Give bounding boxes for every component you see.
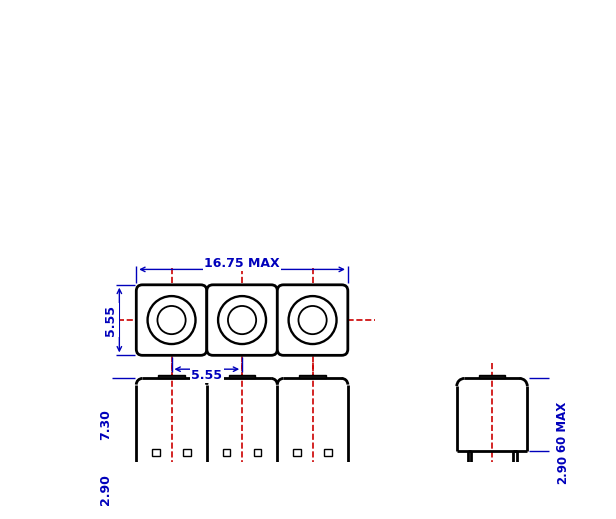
Bar [293,449,301,457]
Bar [293,471,296,508]
Bar [299,375,326,378]
Text: 7.30: 7.30 [99,409,112,440]
Bar [188,471,191,508]
Bar [158,375,185,378]
Bar [254,449,261,457]
Circle shape [299,306,326,334]
Text: 5.55: 5.55 [104,305,118,336]
Circle shape [289,296,336,344]
Bar [479,375,505,378]
Text: 5.55: 5.55 [192,369,222,382]
Text: 2.90: 2.90 [99,474,112,505]
Bar [223,471,226,508]
Text: 2.90: 2.90 [556,455,569,484]
Bar [324,449,332,457]
Bar [183,449,191,457]
Circle shape [148,296,195,344]
Bar [329,471,332,508]
Bar [152,449,160,457]
Circle shape [218,296,266,344]
Bar [258,471,261,508]
FancyBboxPatch shape [136,285,207,356]
FancyBboxPatch shape [277,285,348,356]
Circle shape [158,306,185,334]
Text: 16.75 MAX: 16.75 MAX [205,257,280,270]
Text: 8.60 MAX: 8.60 MAX [556,401,569,465]
Bar [152,471,155,508]
FancyBboxPatch shape [207,285,277,356]
Bar [223,449,230,457]
Bar [229,375,256,378]
Circle shape [228,306,256,334]
